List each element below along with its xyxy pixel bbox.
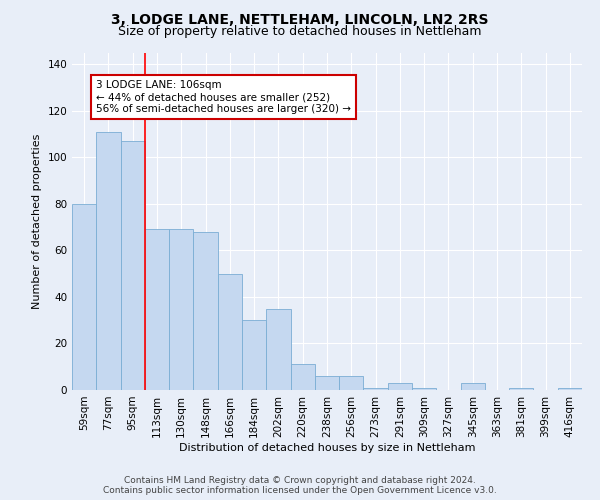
Bar: [339, 376, 364, 390]
Bar: [96, 132, 121, 390]
Bar: [290, 364, 315, 390]
Bar: [509, 388, 533, 390]
Bar: [315, 376, 339, 390]
Bar: [72, 204, 96, 390]
X-axis label: Distribution of detached houses by size in Nettleham: Distribution of detached houses by size …: [179, 442, 475, 452]
Bar: [242, 320, 266, 390]
Y-axis label: Number of detached properties: Number of detached properties: [32, 134, 42, 309]
Bar: [121, 141, 145, 390]
Text: Contains HM Land Registry data © Crown copyright and database right 2024.
Contai: Contains HM Land Registry data © Crown c…: [103, 476, 497, 495]
Bar: [218, 274, 242, 390]
Text: 3, LODGE LANE, NETTLEHAM, LINCOLN, LN2 2RS: 3, LODGE LANE, NETTLEHAM, LINCOLN, LN2 2…: [111, 12, 489, 26]
Bar: [169, 230, 193, 390]
Bar: [558, 388, 582, 390]
Bar: [388, 383, 412, 390]
Bar: [461, 383, 485, 390]
Text: Size of property relative to detached houses in Nettleham: Size of property relative to detached ho…: [118, 25, 482, 38]
Bar: [266, 308, 290, 390]
Bar: [412, 388, 436, 390]
Bar: [193, 232, 218, 390]
Bar: [145, 230, 169, 390]
Text: 3 LODGE LANE: 106sqm
← 44% of detached houses are smaller (252)
56% of semi-deta: 3 LODGE LANE: 106sqm ← 44% of detached h…: [96, 80, 351, 114]
Bar: [364, 388, 388, 390]
